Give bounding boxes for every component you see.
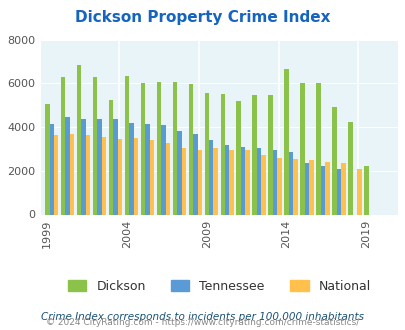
Bar — [220, 94, 224, 214]
Bar — [109, 100, 113, 214]
Legend: Dickson, Tennessee, National: Dickson, Tennessee, National — [61, 274, 376, 299]
Bar — [292, 159, 297, 214]
Bar — [124, 76, 129, 214]
Bar — [81, 119, 86, 214]
Bar — [347, 121, 352, 214]
Text: Crime Index corresponds to incidents per 100,000 inhabitants: Crime Index corresponds to incidents per… — [41, 312, 364, 322]
Bar — [93, 77, 97, 214]
Bar — [177, 131, 181, 214]
Bar — [288, 152, 292, 214]
Bar — [129, 123, 133, 214]
Text: © 2024 CityRating.com - https://www.cityrating.com/crime-statistics/: © 2024 CityRating.com - https://www.city… — [46, 318, 359, 327]
Bar — [277, 158, 281, 214]
Bar — [54, 135, 58, 214]
Bar — [141, 83, 145, 214]
Bar — [315, 83, 320, 214]
Bar — [193, 134, 197, 214]
Bar — [209, 140, 213, 214]
Bar — [97, 119, 102, 214]
Bar — [320, 166, 324, 214]
Bar — [117, 139, 122, 214]
Bar — [268, 95, 272, 214]
Bar — [172, 82, 177, 214]
Bar — [133, 138, 138, 214]
Bar — [324, 162, 329, 214]
Bar — [204, 93, 209, 214]
Bar — [261, 155, 265, 214]
Bar — [102, 137, 106, 214]
Bar — [336, 169, 340, 214]
Bar — [224, 145, 229, 214]
Bar — [149, 140, 154, 214]
Bar — [213, 148, 217, 214]
Bar — [45, 104, 49, 214]
Bar — [252, 95, 256, 214]
Text: Dickson Property Crime Index: Dickson Property Crime Index — [75, 10, 330, 25]
Bar — [49, 124, 54, 214]
Bar — [356, 169, 360, 214]
Bar — [70, 134, 74, 214]
Bar — [181, 148, 185, 214]
Bar — [363, 166, 368, 214]
Bar — [65, 117, 70, 214]
Bar — [86, 135, 90, 214]
Bar — [156, 82, 161, 214]
Bar — [188, 84, 193, 214]
Bar — [197, 150, 202, 214]
Bar — [272, 150, 277, 214]
Bar — [236, 101, 240, 214]
Bar — [309, 160, 313, 214]
Bar — [161, 125, 165, 214]
Bar — [300, 83, 304, 214]
Bar — [304, 163, 309, 215]
Bar — [245, 150, 249, 214]
Bar — [77, 65, 81, 214]
Bar — [145, 124, 149, 214]
Bar — [256, 148, 261, 214]
Bar — [240, 147, 245, 214]
Bar — [340, 163, 345, 215]
Bar — [113, 119, 117, 214]
Bar — [284, 69, 288, 215]
Bar — [165, 144, 170, 214]
Bar — [61, 77, 65, 214]
Bar — [331, 107, 336, 214]
Bar — [229, 150, 233, 214]
